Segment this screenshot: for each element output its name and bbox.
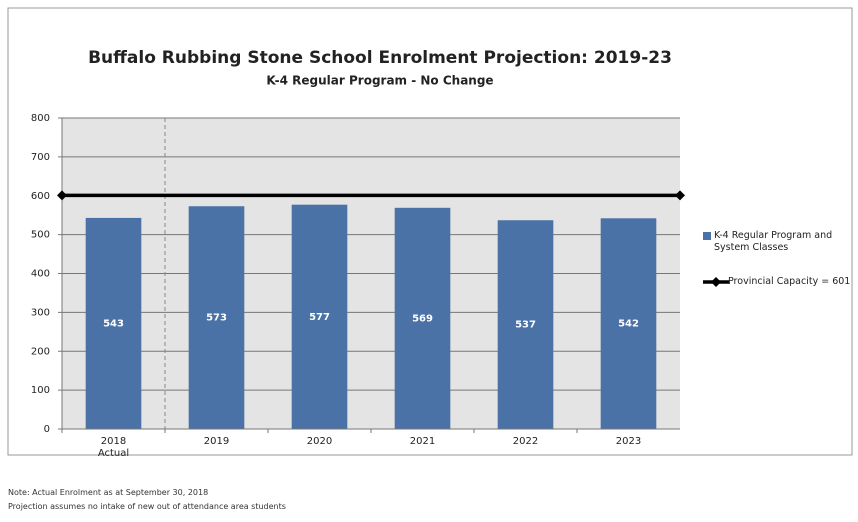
value-label: 537	[515, 320, 536, 331]
x-tick-label: 2018 Actual	[97, 436, 130, 459]
bar	[188, 206, 245, 429]
legend-label: K-4 Regular Program and System Classes	[714, 230, 833, 253]
y-tick-label: 500	[31, 230, 50, 241]
note: Projection assumes no intake of new out …	[8, 502, 286, 511]
y-tick-label: 700	[31, 152, 50, 163]
legend-marker	[711, 277, 721, 287]
bar	[394, 207, 451, 429]
bar	[85, 217, 142, 429]
y-tick-label: 0	[44, 424, 50, 435]
y-tick-label: 200	[31, 346, 50, 357]
x-tick-label: 2020	[306, 436, 333, 447]
y-tick-label: 400	[31, 269, 50, 280]
note: Note: Actual Enrolment as at September 3…	[8, 488, 209, 497]
value-label: 542	[618, 319, 639, 330]
y-tick-label: 100	[31, 385, 50, 396]
value-label: 569	[412, 313, 433, 324]
reference-marker	[675, 190, 685, 201]
x-tick-label: 2022	[512, 436, 539, 447]
value-label: 543	[103, 318, 124, 329]
reference-marker	[57, 190, 67, 201]
x-tick-label: 2023	[615, 436, 642, 447]
legend-label: Provincial Capacity = 601	[728, 276, 851, 287]
bar	[600, 218, 657, 429]
chart-title: Buffalo Rubbing Stone School Enrolment P…	[88, 48, 672, 68]
legend-swatch	[703, 232, 711, 240]
x-tick-label: 2019	[203, 436, 230, 447]
chart-subtitle: K-4 Regular Program - No Change	[266, 74, 493, 88]
bar	[497, 220, 554, 429]
y-tick-label: 600	[31, 191, 50, 202]
x-tick-label: 2021	[409, 436, 436, 447]
y-tick-label: 800	[31, 113, 50, 124]
value-label: 573	[206, 313, 227, 324]
bar	[291, 204, 348, 429]
y-tick-label: 300	[31, 307, 50, 318]
value-label: 577	[309, 312, 330, 323]
